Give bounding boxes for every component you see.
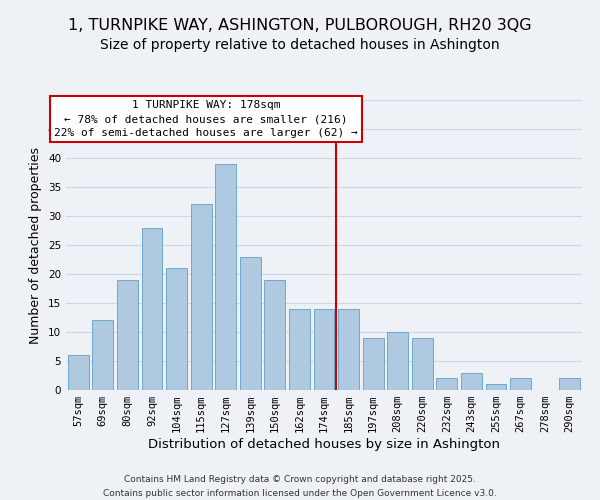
Text: Contains HM Land Registry data © Crown copyright and database right 2025.
Contai: Contains HM Land Registry data © Crown c… <box>103 476 497 498</box>
Bar <box>191 204 212 390</box>
Bar <box>510 378 531 390</box>
Bar <box>166 268 187 390</box>
Bar <box>436 378 457 390</box>
Bar <box>314 309 334 390</box>
Text: 1 TURNPIKE WAY: 178sqm
← 78% of detached houses are smaller (216)
22% of semi-de: 1 TURNPIKE WAY: 178sqm ← 78% of detached… <box>54 100 358 138</box>
Bar <box>68 355 89 390</box>
Y-axis label: Number of detached properties: Number of detached properties <box>29 146 43 344</box>
Bar <box>265 280 286 390</box>
Bar <box>117 280 138 390</box>
Bar <box>215 164 236 390</box>
Bar <box>461 372 482 390</box>
Bar <box>142 228 163 390</box>
Bar <box>559 378 580 390</box>
X-axis label: Distribution of detached houses by size in Ashington: Distribution of detached houses by size … <box>148 438 500 451</box>
Text: 1, TURNPIKE WAY, ASHINGTON, PULBOROUGH, RH20 3QG: 1, TURNPIKE WAY, ASHINGTON, PULBOROUGH, … <box>68 18 532 32</box>
Bar <box>338 309 359 390</box>
Bar <box>289 309 310 390</box>
Bar <box>485 384 506 390</box>
Text: Size of property relative to detached houses in Ashington: Size of property relative to detached ho… <box>100 38 500 52</box>
Bar <box>92 320 113 390</box>
Bar <box>362 338 383 390</box>
Bar <box>240 256 261 390</box>
Bar <box>412 338 433 390</box>
Bar <box>387 332 408 390</box>
